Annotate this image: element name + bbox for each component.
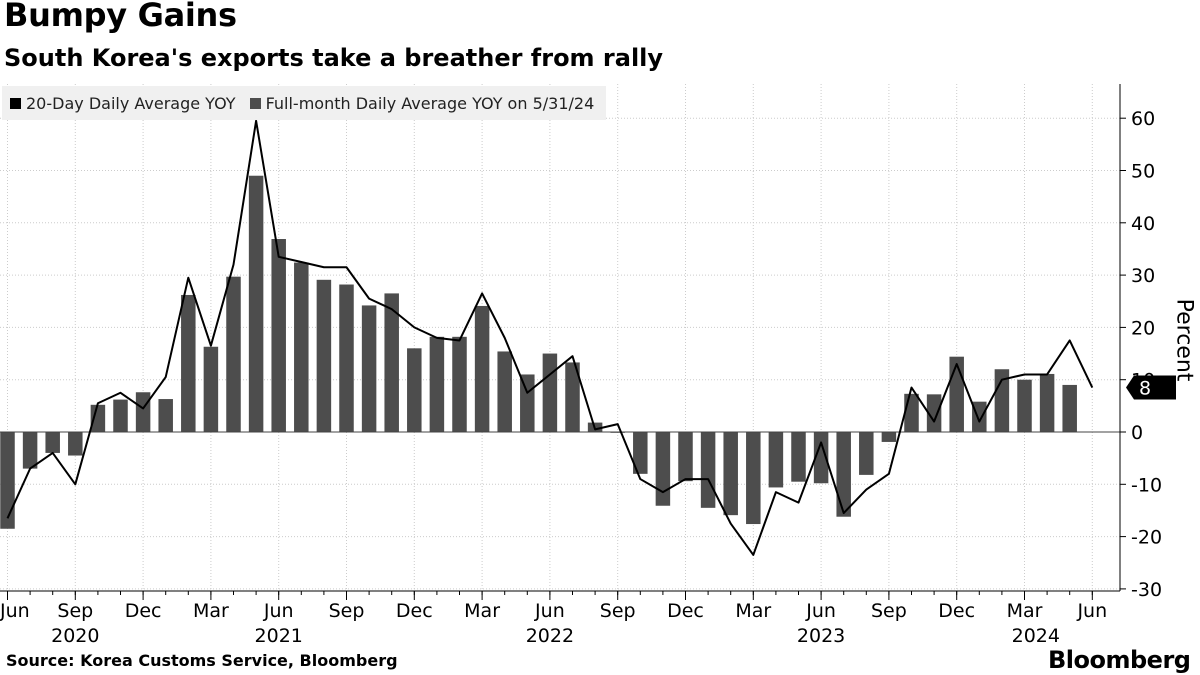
bar	[746, 432, 761, 525]
bar	[700, 432, 716, 508]
x-tick-label: Jun	[1076, 600, 1107, 622]
y-tick-label: 50	[1131, 161, 1155, 183]
bar	[294, 262, 309, 432]
legend-item-bar: Full-month Daily Average YOY on 5/31/24	[249, 93, 595, 113]
bloomberg-logo: Bloomberg	[1048, 646, 1191, 674]
grid-lines	[0, 84, 1120, 591]
bar	[949, 356, 964, 432]
x-tick-label: Mar	[735, 600, 771, 622]
bar	[542, 353, 558, 432]
x-tick-label: Jun	[0, 600, 30, 622]
bar	[339, 284, 354, 432]
x-tick-label: Jun	[805, 600, 836, 622]
bar	[520, 374, 535, 432]
bar	[361, 305, 377, 432]
bar	[678, 432, 693, 482]
x-tick-label: Dec	[667, 600, 704, 622]
bar	[0, 432, 15, 529]
bar	[248, 175, 264, 433]
bar	[972, 401, 987, 432]
y-tick-label: 0	[1131, 422, 1143, 444]
legend-swatch-line	[10, 97, 21, 109]
bar	[565, 362, 580, 432]
x-year-label: 2022	[526, 625, 574, 647]
chart-title: Bumpy Gains	[4, 0, 237, 34]
bar	[316, 279, 332, 432]
legend: 20-Day Daily Average YOY Full-month Dail…	[2, 86, 607, 120]
bar	[452, 336, 467, 432]
bar	[633, 432, 648, 474]
bar	[904, 393, 919, 432]
x-tick-label: Dec	[396, 600, 433, 622]
bar	[113, 399, 128, 432]
bar	[881, 432, 897, 442]
x-tick-label: Mar	[464, 600, 500, 622]
x-tick-label: Sep	[871, 600, 907, 622]
line-series	[6, 119, 1094, 556]
x-tick-label: Sep	[57, 600, 93, 622]
bar	[68, 432, 83, 456]
x-tick-label: Mar	[193, 600, 229, 622]
x-tick-labels: Jun Sep Dec Mar Jun Sep Dec Mar Jun Sep Dec Mar Jun S…	[0, 600, 1107, 647]
y-tick-label: -10	[1131, 474, 1162, 496]
bar	[407, 348, 422, 432]
x-year-label: 2024	[1012, 625, 1060, 647]
x-tick-label: Mar	[1007, 600, 1043, 622]
y-tick-labels: -30-20-100102030405060	[1131, 108, 1162, 601]
y-axis-label: Percent	[1171, 298, 1197, 382]
bar	[474, 305, 490, 432]
legend-label-bar: Full-month Daily Average YOY on 5/31/24	[265, 93, 595, 113]
bar	[1062, 384, 1077, 432]
x-tick-label: Sep	[600, 600, 636, 622]
last-value-annotation: 8	[1126, 375, 1176, 400]
bar	[768, 432, 784, 488]
x-tick-label: Dec	[125, 600, 162, 622]
bar	[45, 432, 60, 453]
x-tick-label: Jun	[263, 600, 294, 622]
x-tick-label: Jun	[534, 600, 565, 622]
bar	[1039, 373, 1055, 432]
bar	[135, 392, 151, 432]
y-tick-label: -20	[1131, 527, 1162, 549]
y-tick-label: 60	[1131, 108, 1155, 130]
x-tick-label: Dec	[938, 600, 975, 622]
y-tick-label: -30	[1131, 579, 1162, 601]
source-note: Source: Korea Customs Service, Bloomberg	[6, 651, 398, 670]
bar	[836, 432, 851, 517]
bar	[1017, 379, 1032, 432]
bar	[791, 432, 806, 482]
x-year-label: 2020	[51, 625, 99, 647]
annotation-tag	[1126, 375, 1176, 400]
legend-swatch-bar	[249, 97, 261, 109]
y-tick-label: 40	[1131, 213, 1155, 235]
axes	[0, 84, 1126, 600]
x-year-label: 2021	[255, 625, 303, 647]
bar	[181, 294, 196, 432]
bar	[813, 432, 829, 484]
bar	[429, 336, 445, 432]
bar	[22, 432, 38, 469]
x-tick-label: Sep	[329, 600, 365, 622]
bar	[158, 399, 173, 432]
legend-item-line: 20-Day Daily Average YOY	[10, 94, 236, 113]
y-tick-label: 30	[1131, 265, 1155, 287]
bar	[497, 351, 512, 432]
bar	[723, 432, 738, 516]
bar	[90, 404, 106, 432]
y-tick-label: 20	[1131, 317, 1155, 339]
bar	[271, 239, 286, 432]
bar	[859, 432, 874, 475]
series-line	[6, 119, 1094, 556]
bar	[384, 293, 399, 432]
x-year-label: 2023	[797, 625, 845, 647]
bar	[926, 394, 942, 432]
chart-subtitle: South Korea's exports take a breather fr…	[4, 44, 664, 72]
bar	[203, 346, 219, 432]
bar	[655, 432, 671, 506]
bar-series	[0, 175, 1077, 529]
legend-label-line: 20-Day Daily Average YOY	[26, 93, 236, 113]
bar	[226, 276, 241, 432]
annotation-value: 8	[1139, 378, 1151, 400]
